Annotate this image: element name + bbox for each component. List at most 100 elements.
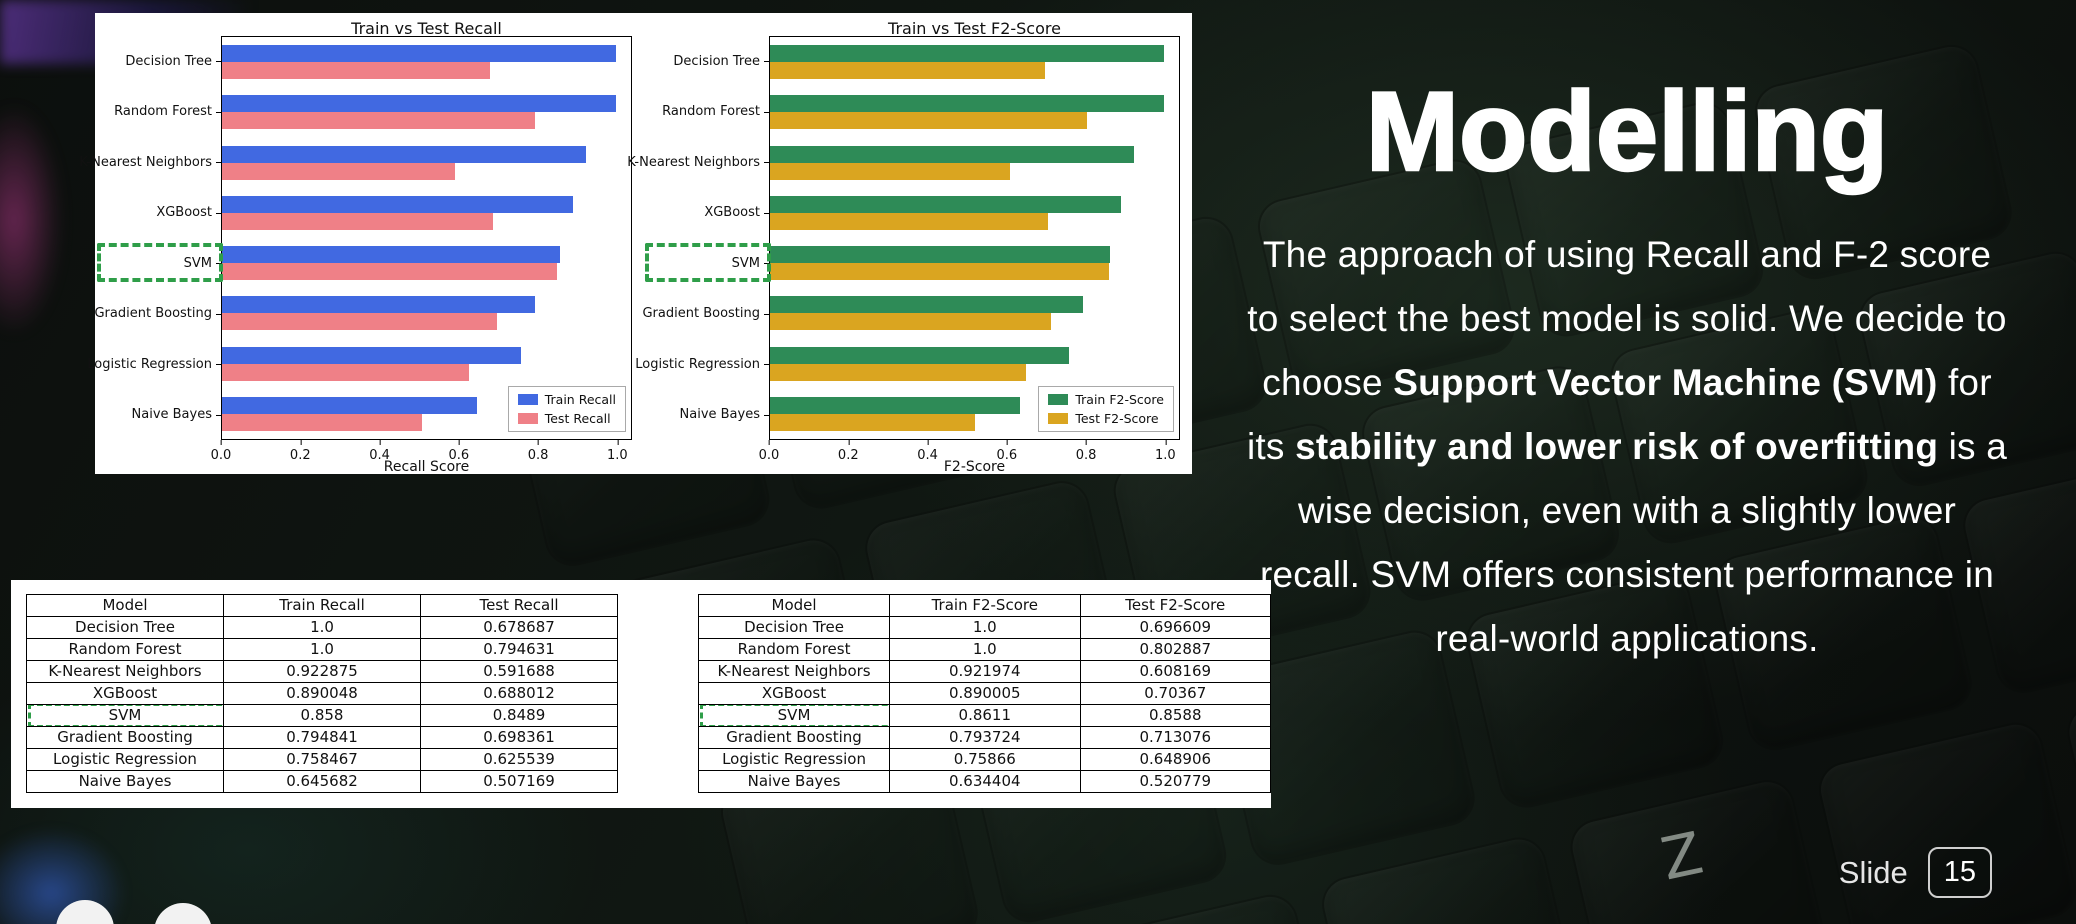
table-row: Gradient Boosting 0.793724 0.713076 [697, 726, 1272, 749]
train-recall-bar [222, 246, 561, 264]
emphasis-text: stability and lower risk of overfitting [1295, 426, 1939, 468]
plot-area: Train Recall Test Recall [221, 36, 632, 440]
bar-group [222, 138, 631, 188]
train-recall-bar [222, 45, 617, 63]
metric-value-cell: 0.648906 [1079, 748, 1272, 771]
metric-value-cell: 0.507169 [420, 770, 618, 793]
body-text: for its [1246, 362, 1992, 468]
metric-value-cell: 0.890005 [889, 682, 1081, 705]
metric-value-cell: 0.625539 [420, 748, 618, 771]
legend-swatch [517, 413, 538, 424]
bar-group [770, 188, 1179, 238]
chart-legend: Train Recall Test Recall [507, 386, 626, 432]
emphasis-text: Support Vector Machine (SVM) [1393, 362, 1938, 404]
legend-swatch [1048, 413, 1069, 424]
metric-value-cell: 0.922875 [223, 660, 421, 683]
table-row: Logistic Regression 0.75866 0.648906 [697, 748, 1272, 771]
train-recall-bar [222, 296, 536, 314]
bar-group [770, 138, 1179, 188]
chart-title: Train vs Test F2-Score [888, 19, 1061, 38]
test-recall-bar [222, 162, 456, 180]
test-f2-score-bar [770, 263, 1109, 281]
y-axis-label: SVM [183, 255, 212, 271]
y-category-row: Random Forest [643, 87, 769, 138]
model-name-cell: Logistic Regression [697, 748, 891, 771]
legend-entry: Test Recall [517, 411, 616, 426]
x-axis-ticks: 0.0 0.2 0.4 0.6 0.8 1.0 [211, 440, 632, 464]
slide-number-badge: 15 [1927, 847, 1992, 898]
table-row: Random Forest 1.0 0.802887 [697, 638, 1272, 661]
x-tick-label: 0.0 [210, 440, 232, 463]
y-axis-label: Logistic Regression [635, 356, 760, 372]
data-table: Model Train Recall Test Recall Decision Tre… [26, 594, 618, 793]
metric-value-cell: 1.0 [223, 616, 421, 639]
decorative-circle [154, 903, 212, 924]
page-title: Modelling [1364, 69, 1889, 195]
metric-value-cell: 0.8611 [889, 704, 1081, 727]
y-category-row: XGBoost [95, 188, 221, 239]
x-tick-label: 0.2 [289, 440, 311, 463]
test-recall-bar [222, 313, 498, 331]
model-name-cell: K-Nearest Neighbors [26, 660, 224, 683]
bar-group [222, 389, 631, 439]
data-table: Model Train F2-Score Test F2-Score Decision… [697, 594, 1272, 793]
y-axis: Decision Tree Random Forest K-Nearest Neig… [627, 36, 769, 440]
model-name-cell: Random Forest [697, 638, 891, 661]
table-row: Decision Tree 1.0 0.696609 [697, 616, 1272, 639]
train-f2-score-bar [770, 195, 1122, 213]
column-header: Test F2-Score [1079, 594, 1272, 617]
chart-title: Train vs Test Recall [351, 19, 502, 38]
metric-value-cell: 0.688012 [420, 682, 618, 705]
slide-label: Slide [1838, 854, 1908, 890]
train-f2-score-bar [770, 145, 1134, 163]
metric-value-cell: 0.713076 [1079, 726, 1272, 749]
metric-value-cell: 0.8489 [420, 704, 618, 727]
model-name-cell: XGBoost [26, 682, 224, 705]
y-category-row: SVM [95, 238, 221, 289]
bar-group [222, 188, 631, 238]
slide-footer: Slide 15 [1839, 847, 1992, 898]
y-axis-label: K-Nearest Neighbors [79, 154, 212, 170]
metric-value-cell: 1.0 [889, 638, 1081, 661]
test-f2-score-bar [770, 212, 1048, 230]
table-row: Random Forest 1.0 0.794631 [26, 638, 618, 661]
bar-group [222, 288, 631, 338]
bar-group [770, 87, 1179, 137]
test-recall-bar [222, 62, 490, 80]
y-axis-label: XGBoost [704, 205, 760, 221]
metric-value-cell: 0.858 [223, 704, 421, 727]
metric-value-cell: 0.591688 [420, 660, 618, 683]
bar-group [770, 389, 1179, 439]
bar-group [770, 288, 1179, 338]
train-f2-score-bar [770, 346, 1070, 364]
train-recall-bar [222, 396, 477, 414]
bar-group [222, 87, 631, 137]
metric-value-cell: 0.758467 [223, 748, 421, 771]
y-axis-label: K-Nearest Neighbors [627, 154, 760, 170]
table-row: XGBoost 0.890048 0.688012 [26, 682, 618, 705]
x-tick-label: 0.2 [837, 440, 859, 463]
y-category-row: XGBoost [643, 188, 769, 239]
metric-value-cell: 0.794841 [223, 726, 421, 749]
train-f2-score-bar [770, 45, 1165, 63]
table-row: K-Nearest Neighbors 0.921974 0.608169 [697, 660, 1272, 683]
y-axis-label: Random Forest [114, 104, 212, 120]
test-f2-score-bar [770, 62, 1045, 80]
y-category-row: SVM [643, 238, 769, 289]
x-tick-label: 0.4 [917, 440, 938, 463]
test-recall-bar [222, 363, 469, 381]
metric-value-cell: 0.890048 [223, 682, 421, 705]
tables-panel: Model Train Recall Test Recall Decision Tre… [11, 580, 1272, 808]
test-recall-bar [222, 112, 536, 130]
y-category-row: K-Nearest Neighbors [627, 137, 769, 188]
test-recall-bar [222, 413, 423, 431]
chart-legend: Train F2-Score Test F2-Score [1038, 386, 1174, 432]
recall-bar-chart: Train vs Test Recall Decision Tree Random … [79, 13, 643, 475]
bar-group [222, 37, 631, 87]
x-tick-label: 0.6 [448, 440, 470, 463]
body-paragraph: The approach of using Recall and F-2 sco… [1244, 223, 2010, 671]
y-axis-label: Gradient Boosting [94, 306, 212, 322]
y-axis-label: Random Forest [662, 104, 760, 120]
plot-area: Train F2-Score Test F2-Score [769, 36, 1180, 440]
f2-table: Model Train F2-Score Test F2-Score Decision… [697, 594, 1272, 793]
